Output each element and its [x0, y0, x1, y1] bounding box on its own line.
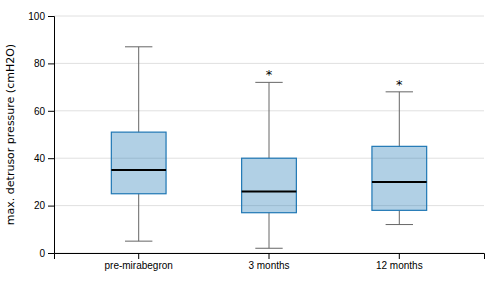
box-group [372, 92, 427, 225]
y-tick: 100 [28, 11, 54, 22]
y-tick-mark [48, 63, 54, 64]
x-tick-mark [138, 253, 139, 259]
box [372, 146, 427, 210]
annotation: * [266, 67, 273, 82]
annotations: ** [266, 67, 403, 91]
whisker-upper [399, 92, 400, 147]
x-axis: pre-mirabegron 3 months 12 months [55, 253, 485, 271]
whisker-cap-upper [125, 46, 152, 47]
x-tick-mark [399, 253, 400, 259]
y-tick: 20 [34, 200, 54, 211]
y-axis: 0 20 40 60 80 100 [28, 11, 54, 259]
y-tick-label: 100 [28, 11, 45, 22]
median [242, 190, 297, 192]
x-tick: 12 months [376, 253, 423, 271]
grid-line [54, 63, 484, 64]
y-axis-line [48, 17, 55, 254]
plot-area [111, 47, 426, 248]
median [372, 181, 427, 183]
x-tick: pre-mirabegron [105, 253, 173, 271]
x-tick-label: pre-mirabegron [105, 260, 173, 271]
whisker-lower [269, 213, 270, 249]
y-tick-mark [48, 111, 54, 112]
y-tick-mark [48, 158, 54, 159]
y-tick: 0 [39, 248, 54, 259]
x-tick-label: 12 months [376, 260, 423, 271]
whisker-lower [399, 210, 400, 224]
y-tick-label: 20 [34, 200, 46, 211]
annotation: * [396, 77, 403, 92]
y-tick-label: 0 [39, 248, 45, 259]
whisker-cap-lower [125, 241, 152, 242]
y-tick: 40 [34, 153, 54, 164]
y-tick: 80 [34, 58, 54, 69]
box [111, 132, 166, 194]
whisker-upper [269, 82, 270, 158]
x-axis-line [55, 254, 485, 260]
y-tick: 60 [34, 106, 54, 117]
whisker-upper [138, 47, 139, 132]
x-tick: 3 months [248, 253, 289, 271]
box [242, 158, 297, 213]
y-tick-label: 40 [34, 153, 46, 164]
box-group [242, 82, 297, 248]
y-axis-title: max. detrusor pressure (cmH2O) [4, 44, 17, 225]
grid [54, 16, 484, 253]
x-tick-label: 3 months [248, 260, 289, 271]
chart: 0 20 40 60 80 100 pre-mirabegron 3 months 12 mon… [0, 0, 500, 281]
y-tick-label: 80 [34, 58, 46, 69]
whisker-cap-lower [386, 224, 413, 225]
y-tick-mark [48, 16, 54, 17]
whisker-lower [138, 194, 139, 241]
whisker-cap-lower [255, 248, 282, 249]
median [111, 169, 166, 171]
y-tick-mark [48, 253, 54, 254]
grid-line [54, 16, 484, 17]
x-tick-mark [269, 253, 270, 259]
y-tick-mark [48, 206, 54, 207]
box-group [111, 47, 166, 241]
y-tick-label: 60 [34, 106, 46, 117]
